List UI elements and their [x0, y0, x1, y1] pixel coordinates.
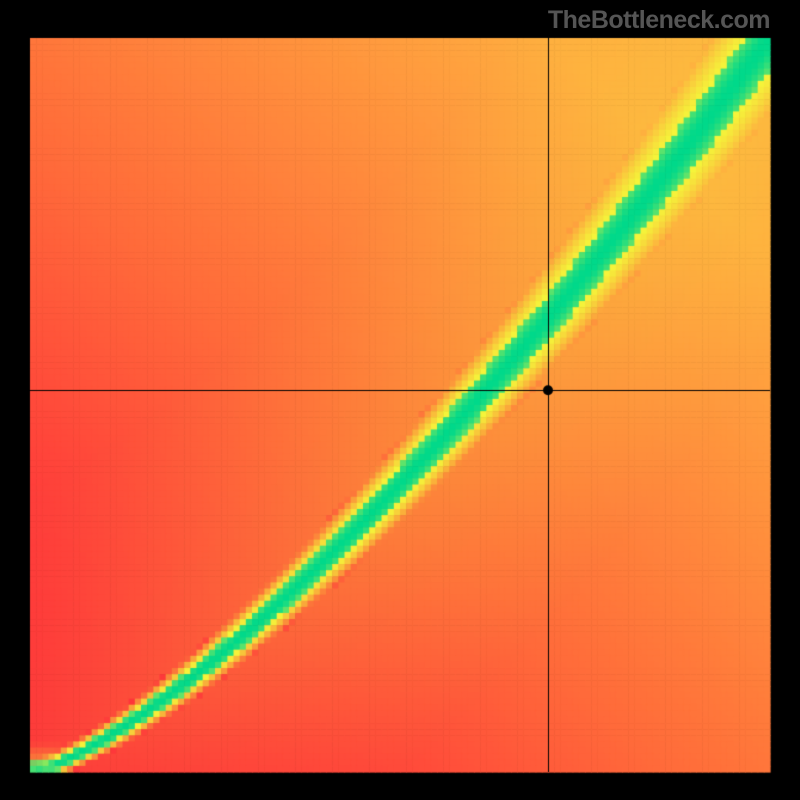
bottleneck-heatmap	[0, 0, 800, 800]
watermark-text: TheBottleneck.com	[548, 6, 770, 35]
